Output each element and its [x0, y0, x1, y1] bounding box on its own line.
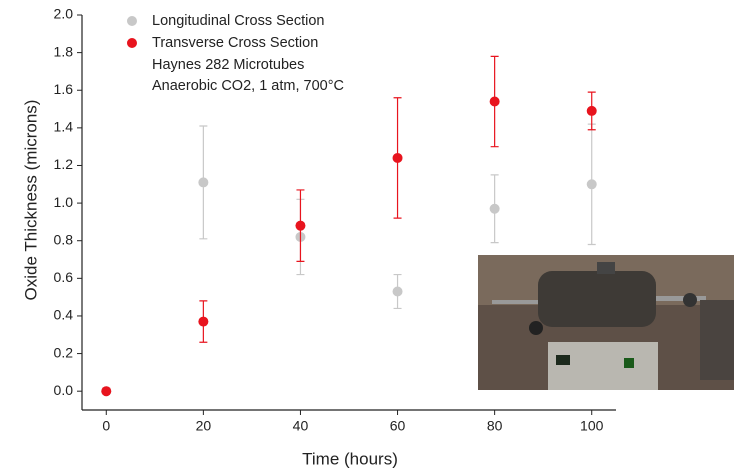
legend-marker: [127, 16, 137, 26]
data-point: [586, 105, 597, 116]
y-tick-label: 0.6: [54, 269, 74, 285]
y-tick-label: 0.2: [54, 344, 74, 360]
y-tick-label: 0.4: [54, 307, 74, 323]
x-tick-label: 60: [390, 418, 406, 434]
legend-label: Transverse Cross Section: [152, 35, 318, 51]
inset-photo: [478, 255, 734, 390]
x-tick-label: 0: [102, 418, 110, 434]
annotation: Anaerobic CO2, 1 atm, 700°C: [152, 78, 344, 94]
data-point: [489, 203, 500, 214]
annotation: Haynes 282 Microtubes: [152, 57, 304, 73]
x-tick-label: 20: [196, 418, 212, 434]
data-point: [586, 179, 597, 190]
x-tick-label: 40: [293, 418, 309, 434]
y-tick-label: 0.0: [54, 382, 74, 398]
y-tick-label: 2.0: [54, 6, 74, 22]
legend-label: Longitudinal Cross Section: [152, 13, 325, 29]
y-tick-label: 1.8: [54, 43, 74, 59]
data-point: [198, 316, 209, 327]
x-tick-label: 100: [580, 418, 604, 434]
y-axis-label: Oxide Thickness (microns): [21, 100, 40, 301]
data-point: [392, 286, 403, 297]
y-tick-label: 1.0: [54, 194, 74, 210]
y-tick-label: 1.4: [54, 119, 74, 135]
data-point: [489, 96, 500, 107]
data-point: [101, 386, 112, 397]
legend-marker: [127, 38, 137, 48]
x-axis-label: Time (hours): [302, 449, 398, 468]
y-tick-label: 1.2: [54, 156, 74, 172]
y-tick-label: 1.6: [54, 81, 74, 97]
data-point: [295, 220, 306, 231]
y-tick-label: 0.8: [54, 231, 74, 247]
data-point: [392, 152, 403, 163]
data-point: [198, 177, 209, 188]
x-tick-label: 80: [487, 418, 503, 434]
